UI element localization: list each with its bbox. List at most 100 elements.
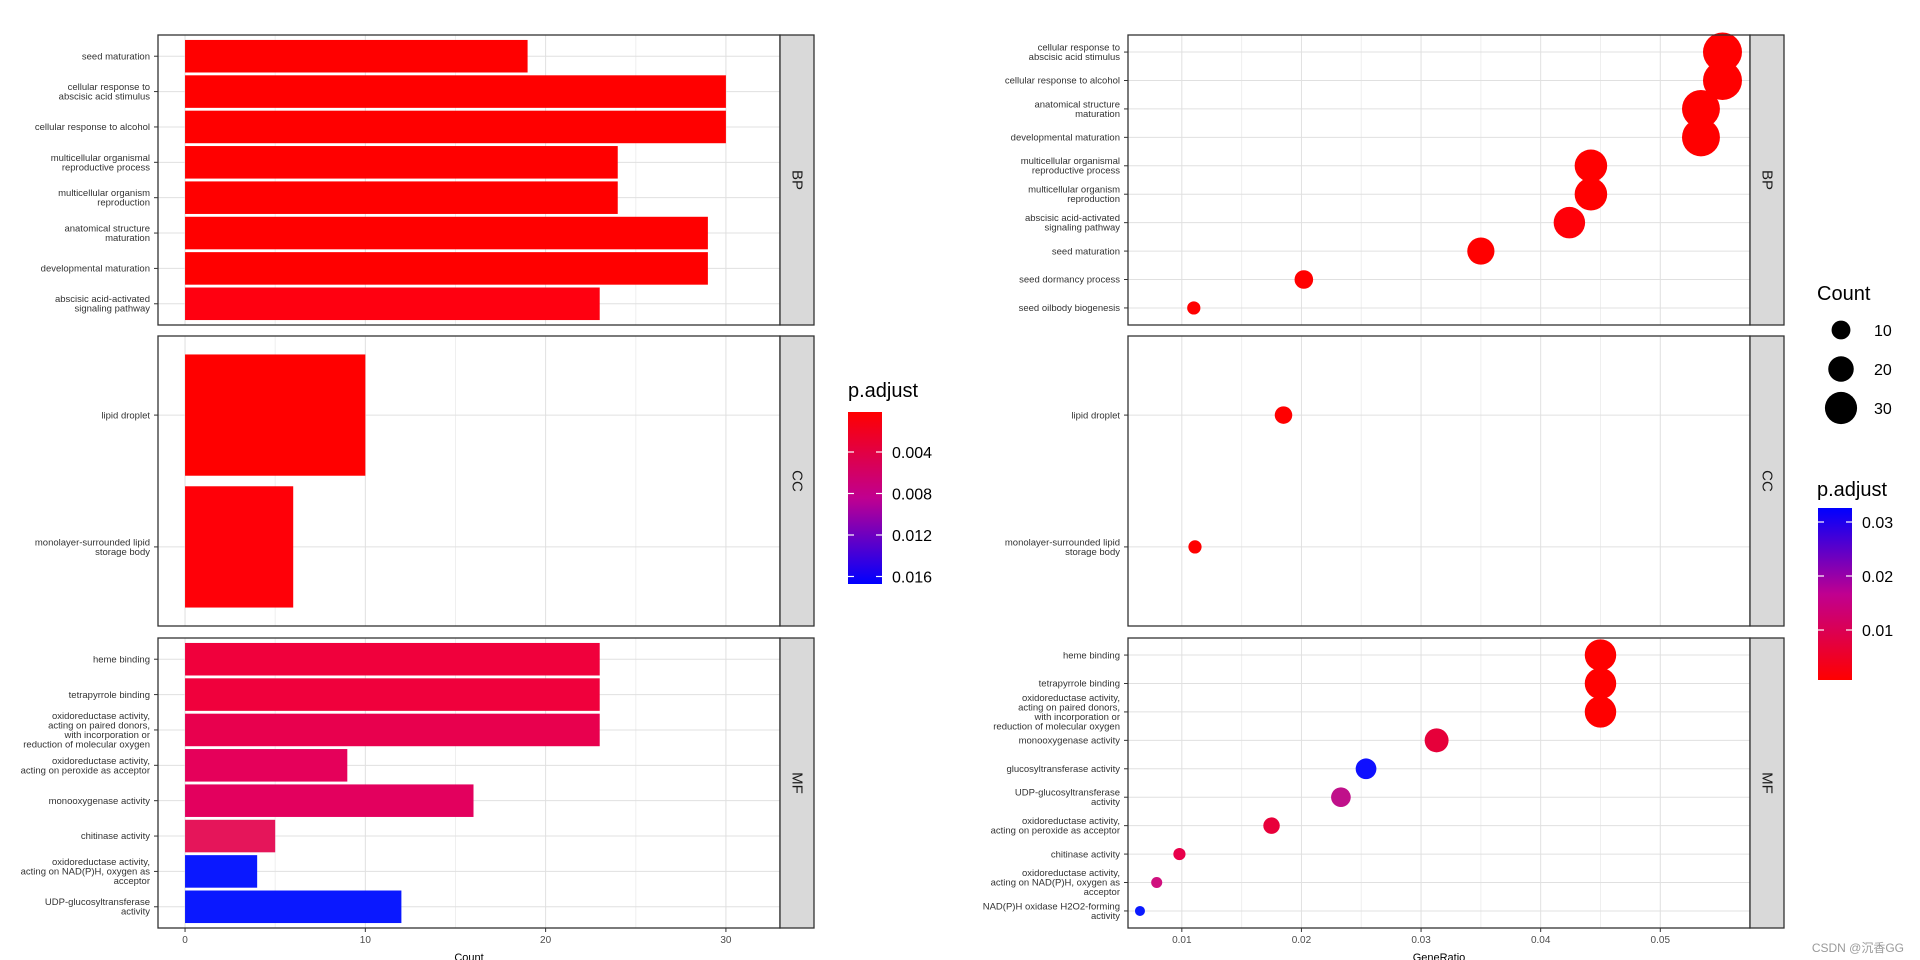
dot-bp-8: [1294, 270, 1314, 289]
bar-mf-3: [185, 749, 348, 782]
bar-category-label: oxidoreductase activity, acting on paired…: [23, 711, 150, 751]
dot-category-label: monolayer-surrounded lipid storage body: [1005, 537, 1120, 558]
dot-category-label: glucosyltransferase activity: [1006, 764, 1120, 775]
dot-category-label: seed dormancy process: [1019, 275, 1120, 286]
bar-category-label: oxidoreductase activity, acting on NAD(P)…: [21, 857, 151, 887]
bar-category-label: multicellular organismal reproductive pro…: [51, 153, 151, 174]
bar-strip-MF: [779, 637, 815, 929]
dot-strip-label: BP: [1759, 170, 1776, 190]
bar-bp-6: [185, 252, 708, 285]
dot-mf-0: [1584, 639, 1617, 671]
bar-legend-colorbar: [848, 412, 882, 584]
bar-x-tick-label: 20: [540, 935, 552, 946]
bar-strip-label: CC: [789, 470, 806, 492]
bar-mf-7: [185, 890, 402, 924]
dot-size-legend-key: [1828, 356, 1854, 382]
bar-bp-7: [185, 287, 600, 321]
dot-size-legend-label: 30: [1874, 401, 1892, 418]
dot-size-legend-title: Count: [1817, 283, 1871, 305]
dot-bp-4: [1574, 149, 1608, 183]
dot-bp-5: [1574, 177, 1608, 211]
dot-bp-6: [1553, 206, 1586, 239]
bar-cc-1: [185, 486, 294, 608]
dot-panel-CC: [1128, 336, 1750, 626]
dot-category-label: multicellular organism reproduction: [1028, 185, 1120, 206]
bar-category-label: seed maturation: [82, 51, 150, 62]
bar-x-tick-label: 30: [720, 935, 732, 946]
bar-category-label: cellular response to alcohol: [35, 122, 150, 133]
bar-category-label: monolayer-surrounded lipid storage body: [35, 537, 150, 558]
bar-legend-title: p.adjust: [848, 380, 918, 402]
bar-cc-0: [185, 354, 366, 476]
dot-bp-1: [1702, 60, 1742, 100]
dot-legend-tick-label: 0.03: [1862, 515, 1893, 532]
bar-bp-1: [185, 75, 726, 108]
bar-category-label: heme binding: [93, 654, 150, 665]
dot-x-tick-label: 0.03: [1411, 935, 1431, 946]
legend-layer: p.adjust 0.004 0.008 0.012 0.016 Count 10 20 30 p…: [848, 283, 1893, 680]
dot-mf-2: [1584, 696, 1617, 728]
dot-category-label: cellular response to abscisic acid stimul…: [1029, 43, 1121, 64]
bar-category-label: lipid droplet: [101, 410, 150, 421]
dot-size-legend-key: [1824, 391, 1858, 425]
dot-size-legend-label: 20: [1874, 362, 1892, 379]
dot-category-label: monooxygenase activity: [1019, 736, 1121, 747]
dot-strip-CC: [1749, 335, 1785, 627]
dot-category-label: NAD(P)H oxidase H2O2-forming activity: [983, 901, 1121, 922]
dot-panel-BP: [1128, 35, 1750, 325]
bar-legend-tick-label: 0.012: [892, 528, 932, 545]
bar-bp-2: [185, 110, 726, 144]
dot-strip-MF: [1749, 637, 1785, 929]
bar-category-label: cellular response to abscisic acid stimul…: [59, 82, 151, 103]
dot-strip-BP: [1749, 34, 1785, 326]
dot-category-label: multicellular organismal reproductive pro…: [1021, 156, 1121, 177]
bar-category-label: multicellular organism reproduction: [58, 188, 150, 209]
bar-category-label: abscisic acid-activated signaling pathway: [55, 294, 150, 315]
dot-category-label: UDP-glucosyltransferase activity: [1015, 788, 1120, 809]
dot-x-tick-label: 0.04: [1531, 935, 1551, 946]
bar-strip-label: MF: [789, 772, 806, 794]
dot-cc-1: [1188, 540, 1202, 554]
text-layer: seed maturation cellular response to absci…: [21, 34, 1785, 960]
bar-legend-tick-label: 0.016: [892, 570, 932, 587]
dot-mf-4: [1355, 758, 1377, 780]
bar-strip-label: BP: [789, 170, 806, 190]
bar-category-label: monooxygenase activity: [49, 796, 151, 807]
bar-bp-4: [185, 181, 618, 214]
dot-category-label: oxidoreductase activity, acting on peroxi…: [991, 816, 1120, 837]
bar-bp-3: [185, 146, 618, 179]
dot-panel-MF: [1128, 638, 1750, 928]
dot-category-label: chitinase activity: [1051, 849, 1120, 860]
bar-mf-5: [185, 819, 276, 853]
dot-legend-colorbar: [1818, 508, 1852, 680]
dot-strip-label: MF: [1759, 772, 1776, 794]
bar-category-label: UDP-glucosyltransferase activity: [45, 897, 150, 918]
bar-category-label: tetrapyrrole binding: [69, 690, 150, 701]
dot-category-label: oxidoreductase activity, acting on paired…: [993, 693, 1120, 733]
bar-category-label: developmental maturation: [41, 264, 150, 275]
bar-x-tick-label: 10: [360, 935, 372, 946]
bar-bp-0: [185, 39, 528, 73]
bar-bp-5: [185, 216, 708, 250]
dot-size-legend-label: 10: [1874, 323, 1892, 340]
dot-category-label: anatomical structure maturation: [1034, 99, 1120, 120]
bar-mf-4: [185, 784, 474, 817]
dot-category-label: lipid droplet: [1071, 410, 1120, 421]
dot-bp-3: [1681, 118, 1720, 157]
bar-legend-tick-label: 0.008: [892, 487, 932, 504]
dot-mf-5: [1331, 787, 1351, 808]
dot-category-label: abscisic acid-activated signaling pathway: [1025, 213, 1120, 234]
dot-category-label: oxidoreductase activity, acting on NAD(P)…: [991, 868, 1121, 898]
dot-category-label: cellular response to alcohol: [1005, 76, 1120, 87]
dot-category-label: seed maturation: [1052, 246, 1120, 257]
bar-legend-tick-label: 0.004: [892, 445, 932, 462]
dot-bp-0: [1702, 32, 1742, 72]
dot-mf-9: [1134, 905, 1145, 916]
dot-legend-tick-label: 0.02: [1862, 569, 1893, 586]
bar-mf-2: [185, 713, 600, 747]
dot-bp-9: [1187, 301, 1201, 315]
bar-category-label: chitinase activity: [81, 831, 150, 842]
dot-bp-7: [1467, 237, 1495, 265]
dot-category-label: heme binding: [1063, 650, 1120, 661]
